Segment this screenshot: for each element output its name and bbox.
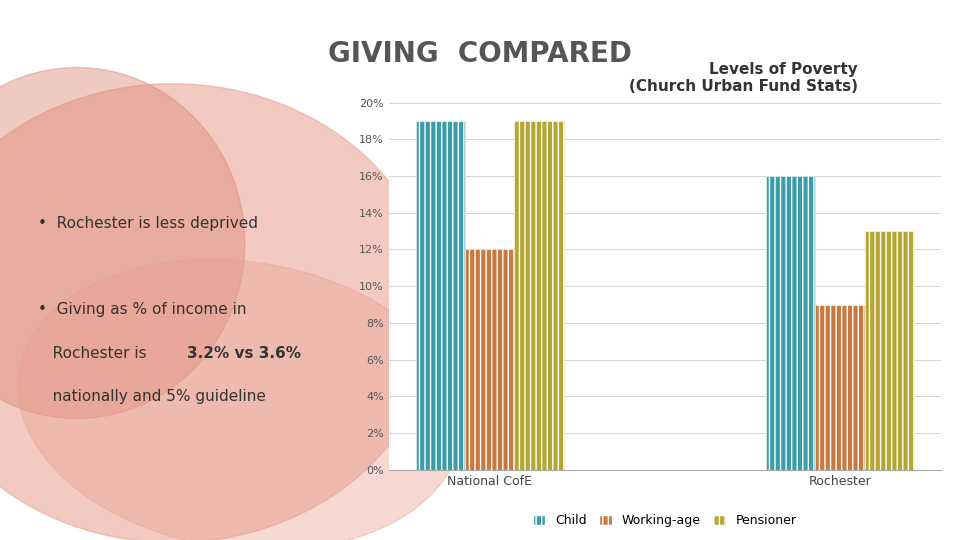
Ellipse shape — [0, 68, 245, 418]
Legend: Child, Working-age, Pensioner: Child, Working-age, Pensioner — [528, 509, 802, 532]
Bar — [465, 249, 515, 470]
Bar — [766, 176, 815, 470]
Text: Levels of Poverty
(Church Urban Fund Stats): Levels of Poverty (Church Urban Fund Sta… — [629, 62, 858, 94]
Text: •  Rochester is less deprived: • Rochester is less deprived — [38, 216, 258, 231]
Text: •  Giving as % of income in: • Giving as % of income in — [38, 302, 247, 318]
Text: GIVING  COMPARED: GIVING COMPARED — [328, 40, 632, 69]
Text: 3.2% vs 3.6%: 3.2% vs 3.6% — [187, 346, 301, 361]
Bar — [515, 121, 564, 470]
Bar — [865, 231, 914, 470]
Ellipse shape — [0, 84, 437, 540]
Ellipse shape — [18, 259, 462, 540]
Bar — [416, 121, 465, 470]
Text: nationally and 5% guideline: nationally and 5% guideline — [38, 389, 266, 404]
Text: Rochester is: Rochester is — [38, 346, 152, 361]
Bar — [815, 305, 865, 470]
